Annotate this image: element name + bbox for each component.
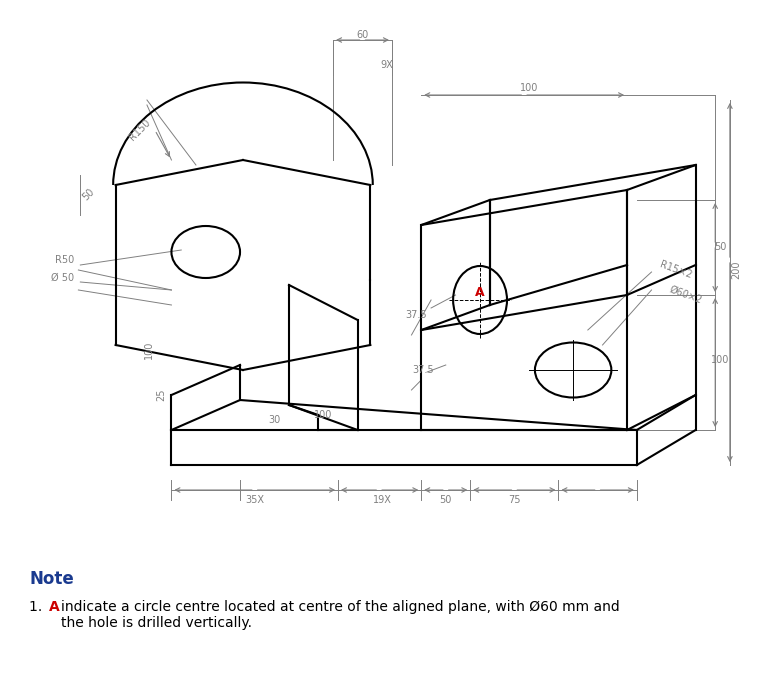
Text: R50: R50 <box>55 255 75 265</box>
Text: indicate a circle centre located at centre of the aligned plane, with Ø60 mm and: indicate a circle centre located at cent… <box>61 600 620 630</box>
Text: 50: 50 <box>80 187 96 203</box>
Text: Ø 50: Ø 50 <box>51 273 75 283</box>
Text: 9X: 9X <box>381 60 394 70</box>
Text: 50: 50 <box>714 242 726 252</box>
Text: 75: 75 <box>508 495 520 505</box>
Text: 100: 100 <box>520 83 538 93</box>
Text: 200: 200 <box>732 261 742 279</box>
Text: 19X: 19X <box>372 495 391 505</box>
Text: 25: 25 <box>156 389 166 401</box>
Text: 1.: 1. <box>30 600 51 614</box>
Text: 37.5: 37.5 <box>406 310 427 320</box>
Text: 100: 100 <box>314 410 333 420</box>
Text: R15×2: R15×2 <box>658 260 694 281</box>
Text: Note: Note <box>30 570 74 588</box>
Text: A: A <box>49 600 60 614</box>
Text: Ø60×2: Ø60×2 <box>668 284 703 305</box>
Text: 50: 50 <box>439 495 452 505</box>
Text: A: A <box>475 285 485 298</box>
Text: 60: 60 <box>356 30 369 40</box>
Text: 37.5: 37.5 <box>413 365 434 375</box>
Text: 100: 100 <box>144 341 154 359</box>
Text: 100: 100 <box>711 355 729 365</box>
Text: 35X: 35X <box>245 495 264 505</box>
Text: R150: R150 <box>127 117 153 143</box>
Text: 30: 30 <box>269 415 281 425</box>
